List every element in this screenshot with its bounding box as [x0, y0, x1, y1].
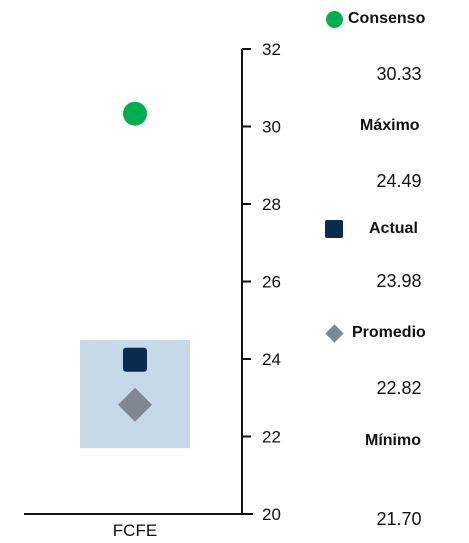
y-tick-label: 24 [262, 350, 281, 369]
marker-actual [123, 347, 147, 372]
y-tick-label: 26 [262, 273, 281, 292]
y-tick-label: 22 [262, 428, 281, 447]
x-category-label: FCFE [113, 521, 157, 540]
marker-consenso [123, 101, 147, 126]
y-tick-label: 28 [262, 195, 281, 214]
y-tick-label: 20 [262, 505, 281, 524]
y-tick-label: 32 [262, 40, 281, 59]
marker-promedio [118, 387, 152, 422]
y-tick-label: 30 [262, 118, 281, 137]
